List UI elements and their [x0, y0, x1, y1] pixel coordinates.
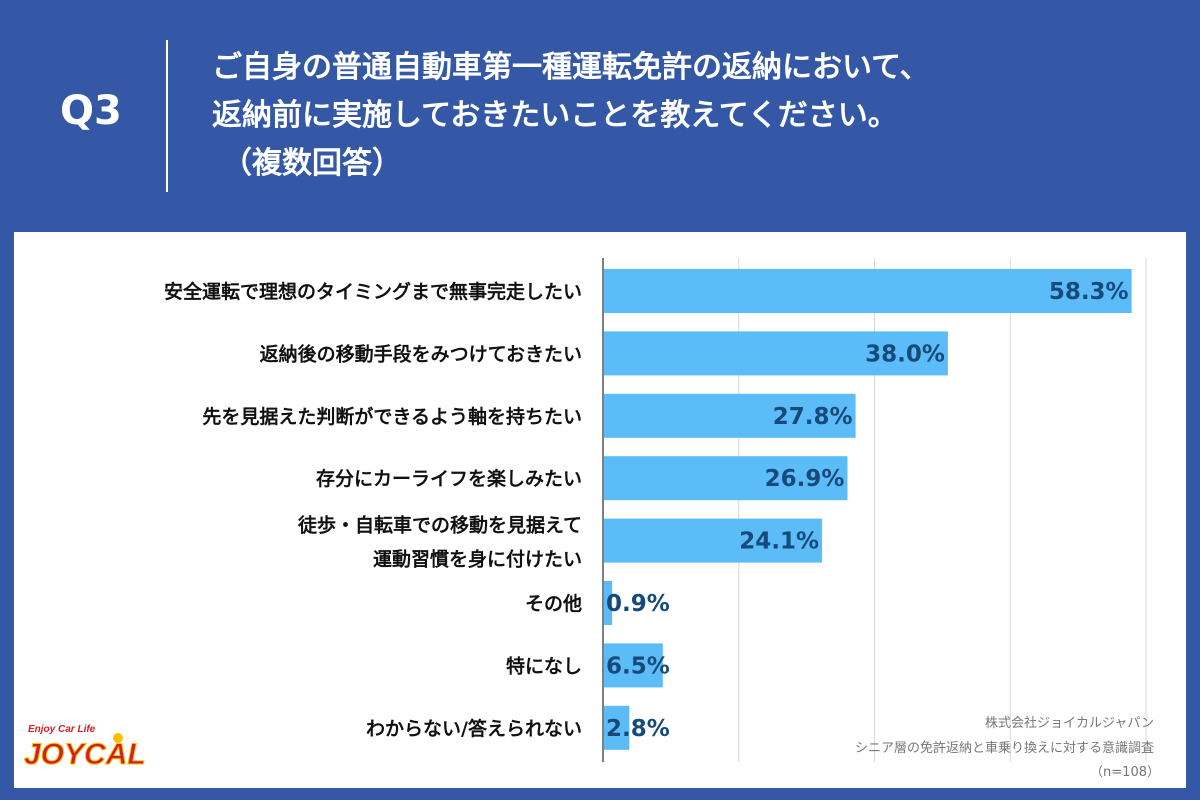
source-sample-size: （n=108）: [1090, 765, 1160, 780]
question-text: ご自身の普通自動車第一種運転免許の返納において、 返納前に実施しておきたいことを…: [212, 44, 930, 188]
question-line-3: （複数回答）: [222, 146, 402, 181]
chart-panel: [14, 232, 1186, 788]
bar: [604, 705, 630, 750]
category-label: 返納後の移動手段をみつけておきたい: [260, 342, 582, 365]
bar-value-label: 0.9%: [606, 591, 670, 617]
header: Q3 ご自身の普通自動車第一種運転免許の返納において、 返納前に実施しておきたい…: [0, 0, 1200, 232]
source-survey: シニア層の免許返納と車乗り換えに対する意識調査: [854, 741, 1154, 756]
logo-wordmark: JOYCAL: [24, 738, 146, 771]
bar-value-label: 26.9%: [765, 466, 845, 492]
bar: [604, 643, 663, 688]
header-divider: [166, 40, 168, 192]
question-number: Q3: [60, 88, 122, 134]
category-label: 安全運転で理想のタイミングまで無事完走したい: [164, 280, 582, 303]
category-label: 先を見据えた判断ができるよう軸を持ちたい: [202, 405, 582, 428]
bar: [604, 581, 613, 625]
category-label: その他: [525, 592, 582, 615]
source-company: 株式会社ジョイカルジャパン: [984, 716, 1154, 731]
question-line-1: ご自身の普通自動車第一種運転免許の返納において、: [212, 50, 930, 85]
category-label: わからない/答えられない: [366, 717, 582, 740]
logo-crown-icon: [113, 733, 123, 743]
bar-value-label: 38.0%: [865, 341, 945, 367]
bar-value-label: 24.1%: [739, 529, 819, 555]
bar-value-label: 27.8%: [773, 404, 853, 430]
bar: [604, 518, 823, 563]
category-label: 徒歩・自転車での移動を見据えて: [297, 514, 582, 537]
bar-value-label: 6.5%: [606, 653, 670, 679]
bar-value-label: 58.3%: [1049, 279, 1129, 305]
bar: [604, 393, 856, 438]
joycal-logo: Enjoy Car Life JOYCAL: [24, 724, 147, 772]
bar: [604, 331, 948, 376]
bar: [604, 269, 1132, 313]
bar: [604, 456, 848, 501]
category-label: 特になし: [506, 655, 582, 677]
category-label: 運動習慣を身に付けたい: [373, 548, 582, 571]
bar-value-label: 2.8%: [606, 716, 670, 742]
category-label: 存分にカーライフを楽しみたい: [316, 467, 582, 490]
question-line-2: 返納前に実施しておきたいことを教えてください。: [212, 98, 898, 133]
logo-tagline: Enjoy Car Life: [28, 724, 96, 735]
